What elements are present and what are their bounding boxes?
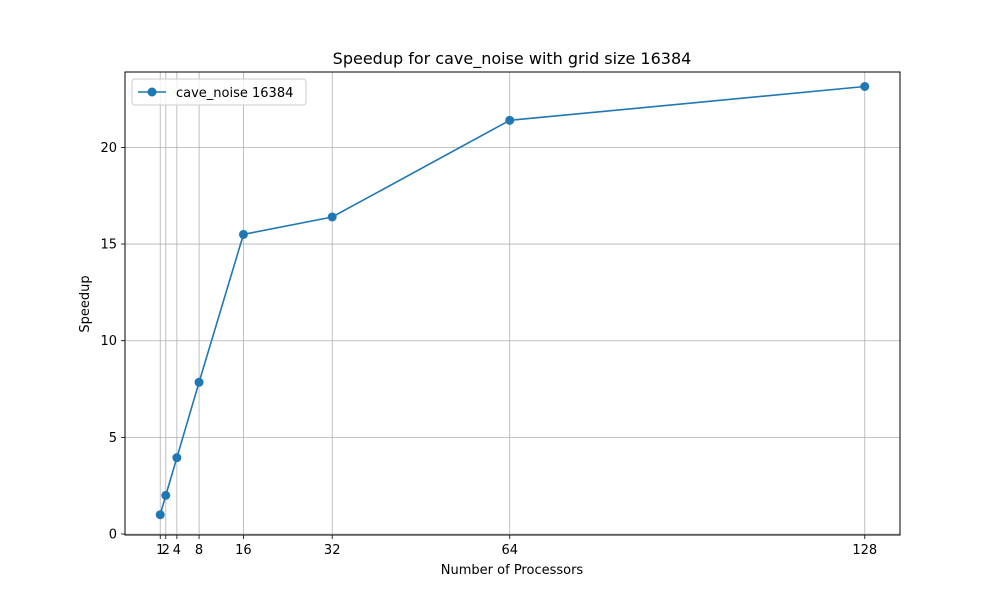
y-tick-label: 20 bbox=[100, 141, 117, 156]
data-point bbox=[238, 229, 248, 239]
x-tick-label: 32 bbox=[324, 543, 341, 558]
data-point bbox=[860, 81, 870, 91]
series-line bbox=[159, 85, 865, 515]
data-point bbox=[505, 115, 515, 125]
data-point bbox=[194, 377, 204, 387]
data-point bbox=[155, 510, 165, 520]
y-axis-ticks: 0 5 10 15 20 bbox=[100, 141, 125, 543]
legend-label: cave_noise 16384 bbox=[176, 86, 293, 101]
y-tick-label: 5 bbox=[109, 431, 117, 446]
x-tick-label: 128 bbox=[852, 543, 877, 558]
x-tick-label: 16 bbox=[235, 543, 252, 558]
legend-marker-swatch bbox=[147, 87, 157, 97]
grid bbox=[125, 72, 900, 535]
y-tick-label: 15 bbox=[100, 238, 117, 253]
legend: cave_noise 16384 bbox=[131, 78, 307, 106]
legend-box bbox=[131, 78, 307, 106]
chart-title: Speedup for cave_noise with grid size 16… bbox=[333, 49, 692, 69]
data-point bbox=[327, 212, 337, 222]
x-tick-label: 2 bbox=[162, 543, 170, 558]
series-layer bbox=[155, 81, 870, 520]
plot-area-frame bbox=[124, 71, 901, 536]
x-axis-ticks: 12 4 8 16 32 64 128 bbox=[156, 535, 877, 558]
y-tick-label: 0 bbox=[109, 528, 117, 543]
data-point bbox=[172, 453, 182, 463]
data-point bbox=[161, 490, 171, 500]
x-tick-label: 64 bbox=[501, 543, 518, 558]
x-tick-label: 1 bbox=[156, 543, 164, 558]
y-tick-label: 10 bbox=[100, 334, 117, 349]
x-tick-label: 8 bbox=[195, 543, 203, 558]
x-tick-label: 4 bbox=[173, 543, 181, 558]
x-axis-label: Number of Processors bbox=[441, 563, 584, 578]
y-axis-label: Speedup bbox=[78, 275, 93, 332]
